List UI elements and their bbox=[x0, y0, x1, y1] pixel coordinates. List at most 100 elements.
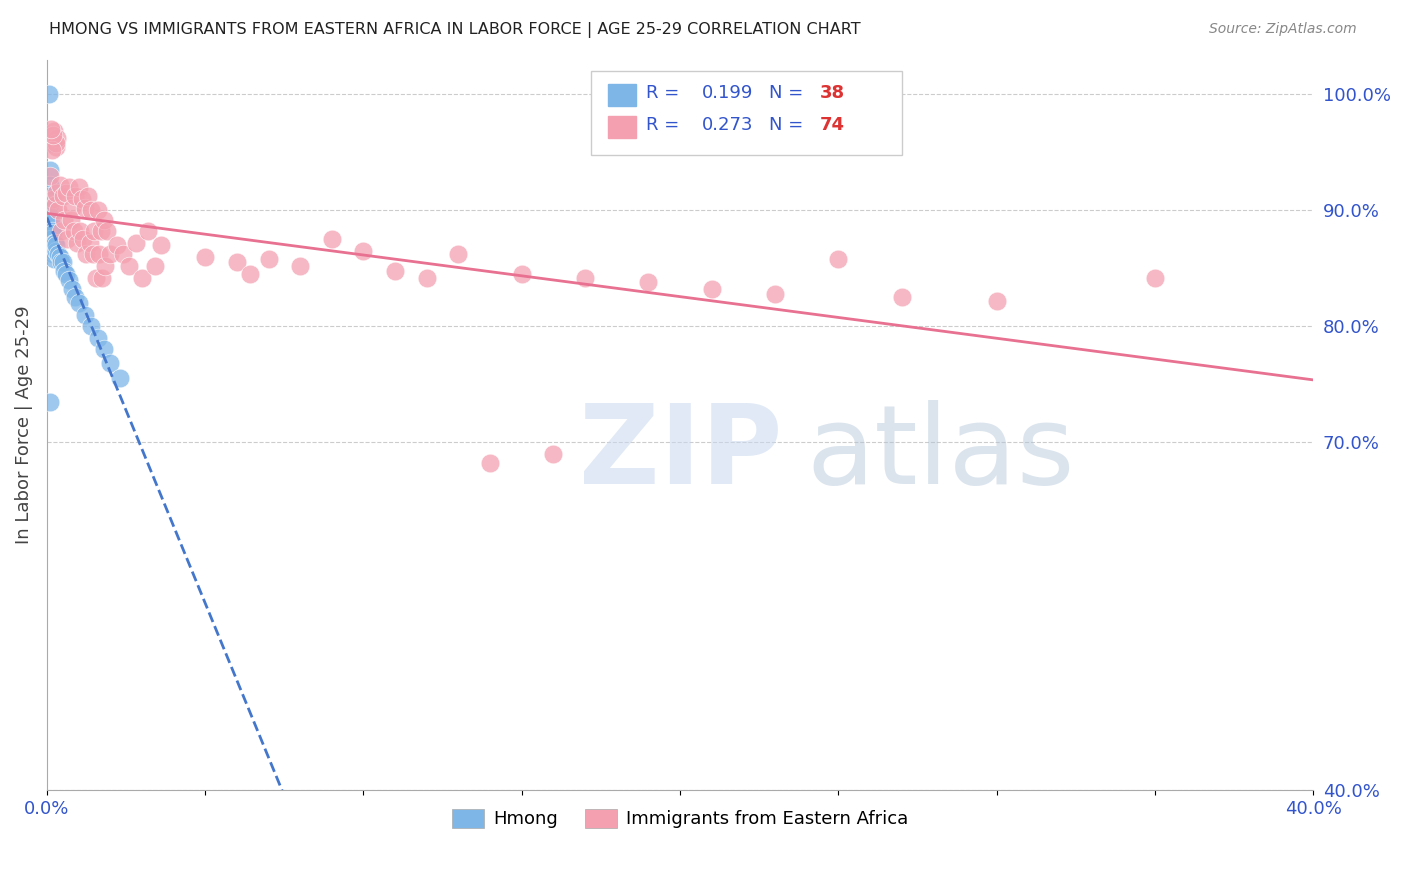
Point bbox=[890, 290, 912, 304]
Point bbox=[44, 235, 66, 250]
Point bbox=[84, 270, 107, 285]
Text: ZIP: ZIP bbox=[579, 401, 782, 508]
Point bbox=[45, 244, 67, 258]
Text: 38: 38 bbox=[820, 84, 845, 103]
Point bbox=[73, 308, 96, 322]
Bar bbox=[607, 84, 636, 105]
Point bbox=[53, 263, 76, 277]
Point bbox=[136, 224, 159, 238]
Point bbox=[143, 259, 166, 273]
Text: 0.273: 0.273 bbox=[702, 116, 754, 135]
Point bbox=[38, 87, 60, 102]
Point bbox=[89, 247, 111, 261]
Point bbox=[80, 319, 103, 334]
Text: atlas: atlas bbox=[807, 401, 1076, 508]
Text: HMONG VS IMMIGRANTS FROM EASTERN AFRICA IN LABOR FORCE | AGE 25-29 CORRELATION C: HMONG VS IMMIGRANTS FROM EASTERN AFRICA … bbox=[49, 22, 860, 38]
Point bbox=[83, 224, 105, 238]
Point bbox=[42, 192, 65, 206]
Point bbox=[353, 244, 375, 258]
Point bbox=[82, 247, 104, 261]
Point bbox=[96, 224, 118, 238]
Point bbox=[108, 371, 131, 385]
Point bbox=[60, 201, 83, 215]
Point bbox=[59, 212, 82, 227]
Point bbox=[39, 189, 62, 203]
Point bbox=[98, 247, 121, 261]
Point bbox=[39, 169, 62, 183]
Text: Source: ZipAtlas.com: Source: ZipAtlas.com bbox=[1209, 22, 1357, 37]
Point bbox=[124, 235, 146, 250]
Point bbox=[52, 255, 75, 269]
Point bbox=[44, 197, 66, 211]
Point bbox=[49, 255, 72, 269]
Point bbox=[637, 275, 659, 289]
Point bbox=[384, 263, 406, 277]
Point bbox=[42, 124, 65, 138]
Point bbox=[45, 139, 67, 153]
Point bbox=[77, 189, 100, 203]
Point bbox=[52, 189, 75, 203]
Point bbox=[56, 232, 79, 246]
Point bbox=[288, 259, 311, 273]
Point bbox=[479, 456, 502, 470]
Point bbox=[39, 122, 62, 136]
Legend: Hmong, Immigrants from Eastern Africa: Hmong, Immigrants from Eastern Africa bbox=[444, 802, 915, 836]
Point bbox=[321, 232, 343, 246]
Point bbox=[986, 293, 1008, 308]
Point bbox=[55, 186, 77, 200]
Point bbox=[58, 273, 80, 287]
Bar bbox=[607, 116, 636, 137]
Point bbox=[39, 215, 62, 229]
Text: R =: R = bbox=[645, 84, 685, 103]
Point bbox=[42, 235, 65, 250]
Point bbox=[90, 224, 112, 238]
FancyBboxPatch shape bbox=[592, 70, 901, 154]
Point bbox=[38, 197, 60, 211]
Point bbox=[49, 224, 72, 238]
Point bbox=[46, 131, 69, 145]
Point bbox=[42, 252, 65, 266]
Point bbox=[66, 235, 89, 250]
Point bbox=[41, 143, 63, 157]
Point bbox=[53, 212, 76, 227]
Point bbox=[70, 192, 93, 206]
Point bbox=[447, 247, 470, 261]
Point bbox=[93, 343, 115, 357]
Point bbox=[65, 290, 87, 304]
Point bbox=[39, 217, 62, 231]
Point bbox=[257, 252, 280, 266]
Y-axis label: In Labor Force | Age 25-29: In Labor Force | Age 25-29 bbox=[15, 305, 32, 544]
Point bbox=[65, 189, 87, 203]
Point bbox=[38, 162, 60, 177]
Text: N =: N = bbox=[769, 84, 808, 103]
Point bbox=[543, 447, 565, 461]
Text: 74: 74 bbox=[820, 116, 845, 135]
Point bbox=[69, 224, 91, 238]
Point bbox=[72, 232, 94, 246]
Point bbox=[763, 286, 786, 301]
Point bbox=[416, 270, 439, 285]
Point bbox=[73, 201, 96, 215]
Point bbox=[700, 282, 723, 296]
Text: 0.199: 0.199 bbox=[702, 84, 754, 103]
Point bbox=[39, 178, 62, 192]
Point bbox=[194, 250, 217, 264]
Point bbox=[58, 180, 80, 194]
Text: N =: N = bbox=[769, 116, 808, 135]
Point bbox=[86, 331, 108, 345]
Point bbox=[79, 235, 101, 250]
Point bbox=[1143, 270, 1166, 285]
Point bbox=[42, 227, 65, 241]
Point bbox=[48, 178, 70, 192]
Point bbox=[238, 267, 260, 281]
Point bbox=[149, 238, 172, 252]
Point bbox=[94, 259, 117, 273]
Point bbox=[510, 267, 533, 281]
Point bbox=[86, 203, 108, 218]
Point bbox=[80, 203, 103, 218]
Point bbox=[131, 270, 153, 285]
Point bbox=[41, 224, 63, 238]
Point bbox=[41, 247, 63, 261]
Point bbox=[62, 224, 84, 238]
Point bbox=[45, 136, 67, 150]
